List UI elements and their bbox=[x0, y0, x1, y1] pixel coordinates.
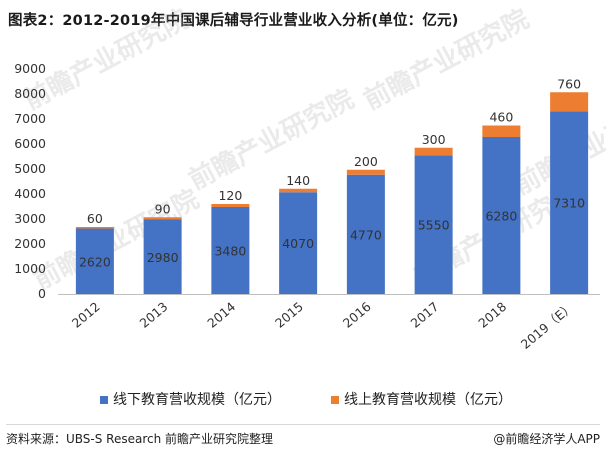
x-tick-label: 2012 bbox=[69, 299, 103, 331]
data-label-online: 60 bbox=[87, 211, 103, 226]
legend-swatch-online bbox=[331, 396, 339, 404]
bar-offline bbox=[211, 207, 250, 294]
x-tick-label: 2016 bbox=[340, 299, 374, 331]
data-label-offline: 4770 bbox=[350, 227, 382, 242]
bar-online bbox=[550, 92, 589, 112]
bar-online bbox=[75, 227, 114, 229]
legend: 线下教育营收规模（亿元） 线上教育营收规模（亿元） bbox=[100, 389, 580, 409]
y-tick-label: 3000 bbox=[14, 211, 46, 226]
data-label-offline: 2620 bbox=[79, 254, 111, 269]
footer-source: 资料来源：UBS-S Research 前瞻产业研究院整理 bbox=[6, 432, 274, 446]
x-tick-label: 2013 bbox=[137, 299, 171, 331]
data-label-offline: 2980 bbox=[147, 250, 179, 265]
bar-online bbox=[211, 204, 250, 207]
legend-item-offline[interactable]: 线下教育营收规模（亿元） bbox=[100, 389, 281, 409]
bar-online bbox=[346, 169, 385, 175]
bar-offline bbox=[75, 228, 114, 294]
bar-offline bbox=[414, 155, 453, 294]
x-tick-label: 2017 bbox=[408, 299, 442, 331]
data-label-offline: 4070 bbox=[282, 236, 314, 251]
y-tick-label: 2000 bbox=[14, 236, 46, 251]
bar-online bbox=[279, 188, 318, 193]
data-label-online: 200 bbox=[354, 154, 378, 169]
footer-divider bbox=[6, 424, 600, 425]
data-label-online: 140 bbox=[286, 173, 310, 188]
watermark-text: 前瞻产业研究院 bbox=[359, 3, 534, 116]
watermark-text: 前瞻产业研究院 bbox=[184, 83, 359, 196]
data-label-online: 120 bbox=[218, 188, 242, 203]
bar-online bbox=[482, 125, 521, 137]
legend-label-online: 线上教育营收规模（亿元） bbox=[344, 392, 512, 408]
x-tick-label: 2019（E） bbox=[518, 299, 577, 352]
data-label-online: 760 bbox=[557, 76, 581, 91]
legend-swatch-offline bbox=[100, 396, 108, 404]
y-tick-label: 1000 bbox=[14, 261, 46, 276]
legend-item-online[interactable]: 线上教育营收规模（亿元） bbox=[331, 389, 512, 409]
bar-offline bbox=[346, 174, 385, 294]
y-tick-label: 4000 bbox=[14, 186, 46, 201]
data-label-offline: 5550 bbox=[418, 218, 450, 233]
data-label-offline: 7310 bbox=[553, 196, 585, 211]
bar-offline bbox=[482, 137, 521, 294]
data-label-online: 460 bbox=[489, 110, 513, 125]
data-label-online: 90 bbox=[155, 201, 171, 216]
y-tick-label: 5000 bbox=[14, 161, 46, 176]
bar-offline bbox=[550, 111, 589, 294]
y-tick-label: 8000 bbox=[14, 86, 46, 101]
data-label-offline: 6280 bbox=[485, 209, 517, 224]
x-tick-label: 2015 bbox=[272, 299, 306, 331]
y-tick-label: 7000 bbox=[14, 111, 46, 126]
chart-title: 图表2：2012-2019年中国课后辅导行业营业收入分析(单位：亿元) bbox=[8, 13, 459, 29]
bar-online bbox=[143, 217, 182, 220]
y-tick-label: 6000 bbox=[14, 136, 46, 151]
y-tick-label: 0 bbox=[38, 286, 46, 301]
y-tick-label: 9000 bbox=[14, 61, 46, 76]
data-label-online: 300 bbox=[422, 132, 446, 147]
legend-label-offline: 线下教育营收规模（亿元） bbox=[113, 392, 281, 408]
bar-chart: 前瞻产业研究院前瞻产业研究院前瞻产业研究院前瞻产业研究院前瞻产业研究院前瞻产业研… bbox=[14, 3, 606, 352]
bar-offline bbox=[143, 219, 182, 294]
x-tick-label: 2014 bbox=[204, 299, 238, 331]
bar-offline bbox=[279, 192, 318, 294]
footer-brand: @前瞻经济学人APP bbox=[493, 432, 600, 446]
x-tick-label: 2018 bbox=[475, 299, 509, 331]
bar-online bbox=[414, 147, 453, 156]
data-label-offline: 3480 bbox=[214, 244, 246, 259]
